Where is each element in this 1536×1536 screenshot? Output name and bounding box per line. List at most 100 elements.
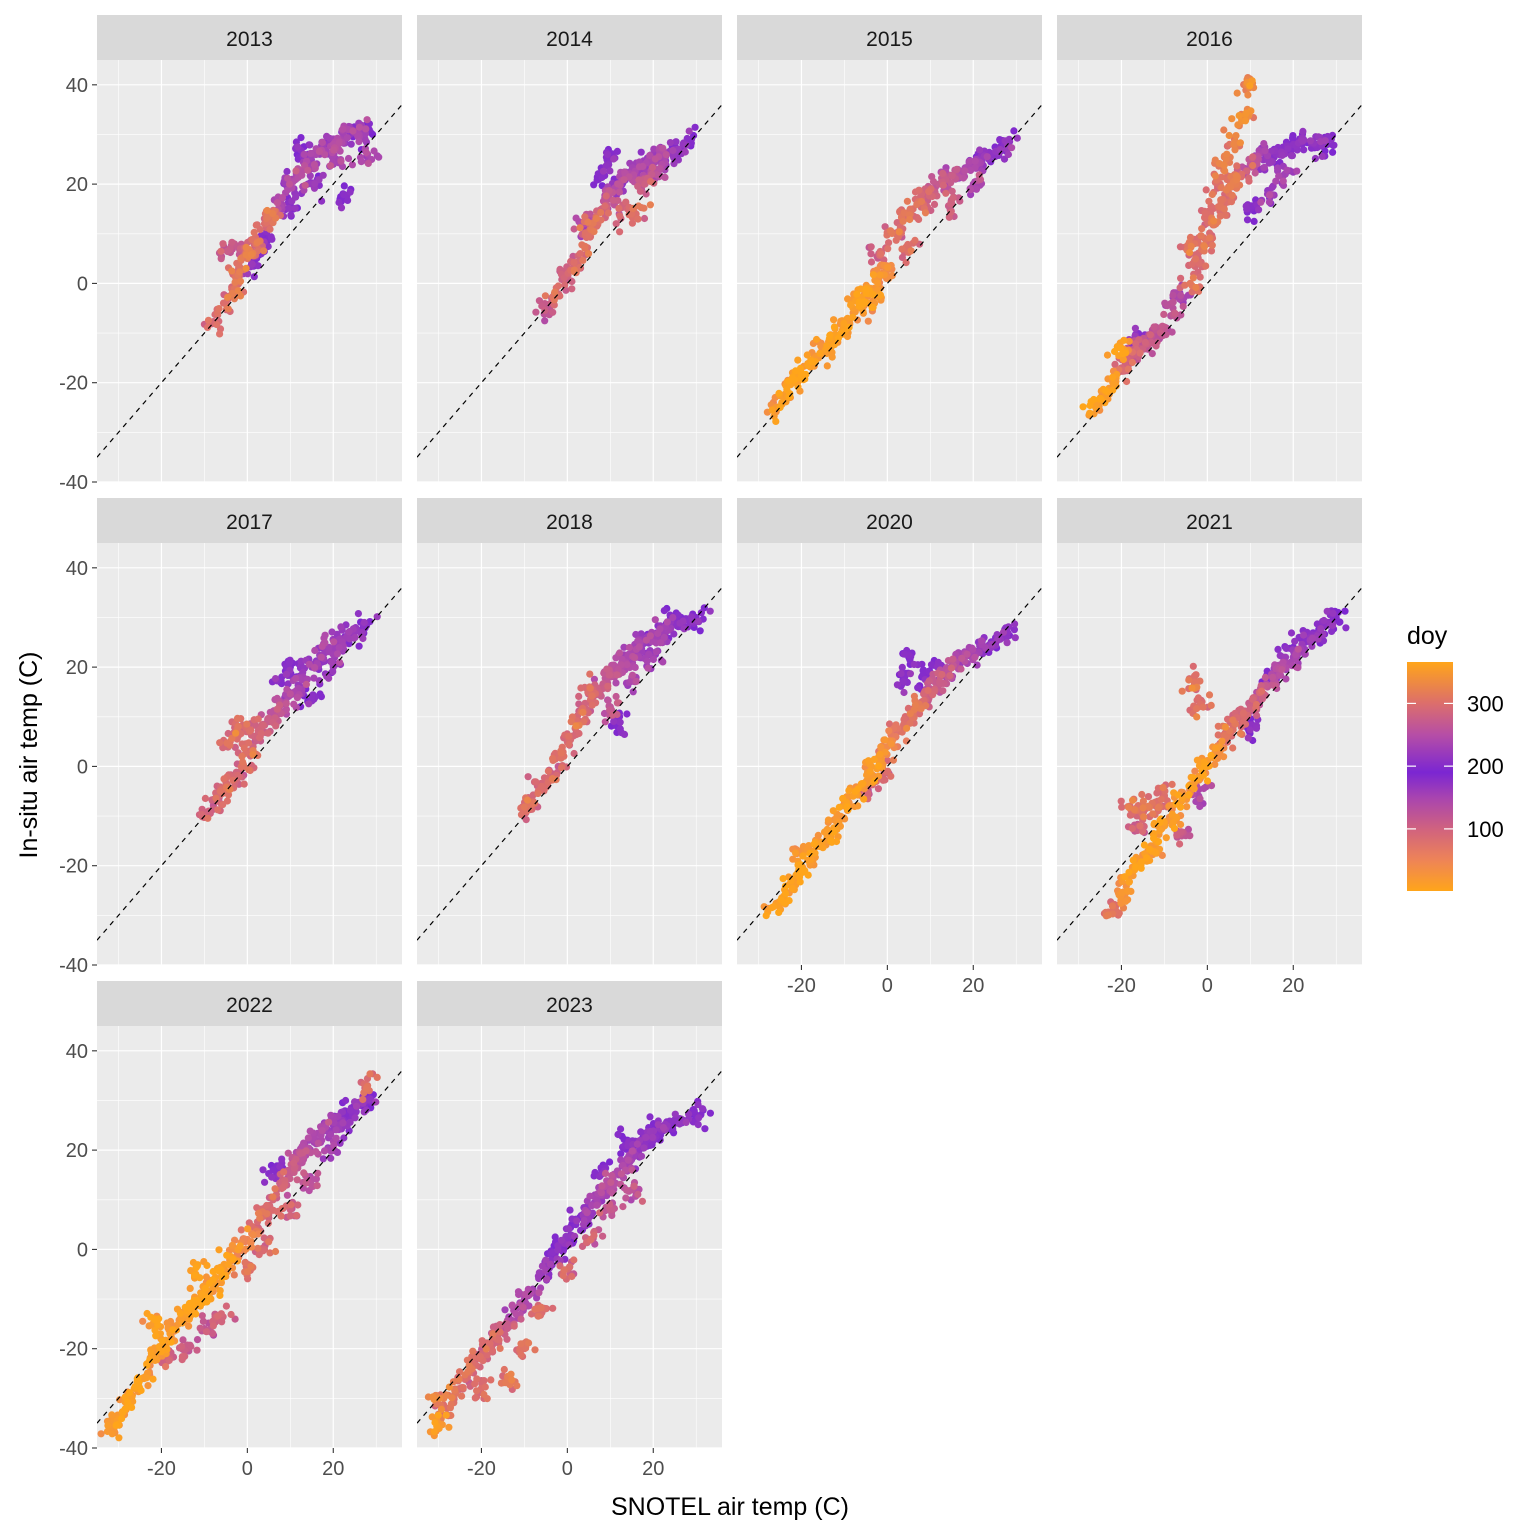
y-tick-label: 40	[66, 1041, 88, 1063]
data-point	[264, 1219, 272, 1227]
data-point	[214, 806, 222, 814]
data-point	[165, 1356, 173, 1365]
data-point	[662, 151, 670, 159]
data-point	[1220, 205, 1228, 213]
data-point	[1158, 851, 1166, 860]
data-point	[227, 1310, 235, 1319]
data-point	[1150, 323, 1158, 331]
data-point	[250, 228, 258, 236]
data-point	[889, 756, 898, 764]
data-point	[1284, 145, 1292, 153]
data-point	[535, 1274, 543, 1283]
data-point	[266, 225, 274, 233]
data-point	[575, 692, 583, 701]
data-point	[360, 618, 368, 627]
data-point	[1117, 797, 1125, 805]
data-point	[1139, 797, 1147, 805]
data-point	[565, 740, 573, 749]
data-point	[115, 1434, 123, 1442]
data-point	[1160, 310, 1168, 318]
data-point	[670, 160, 678, 168]
data-point	[1205, 197, 1213, 205]
data-point	[209, 1322, 217, 1330]
data-point	[903, 724, 911, 732]
y-tick-label: -20	[59, 856, 88, 878]
data-point	[911, 701, 920, 709]
data-point	[1154, 803, 1162, 812]
data-point	[701, 1125, 709, 1133]
y-tick-label: 20	[66, 174, 88, 196]
data-point	[228, 734, 236, 742]
data-point	[1090, 395, 1098, 404]
data-point	[1179, 302, 1187, 310]
data-point	[254, 715, 262, 723]
data-point	[1329, 609, 1337, 617]
facet-strip	[97, 15, 402, 60]
data-point	[1104, 911, 1112, 919]
data-point	[1187, 242, 1195, 250]
data-point	[355, 123, 363, 131]
data-point	[656, 164, 664, 172]
x-tick-label: 20	[962, 975, 984, 997]
data-point	[283, 167, 291, 176]
data-point	[585, 232, 593, 240]
data-point	[570, 225, 578, 233]
data-point	[1172, 813, 1180, 821]
data-point	[1152, 342, 1160, 350]
data-point	[1181, 281, 1189, 289]
data-point	[273, 705, 281, 713]
data-point	[1269, 673, 1277, 682]
data-point	[292, 674, 300, 682]
data-point	[1317, 625, 1325, 633]
data-point	[336, 658, 344, 667]
data-point	[637, 1152, 646, 1160]
data-point	[823, 362, 831, 370]
data-point	[1319, 631, 1327, 639]
data-point	[656, 639, 665, 647]
data-point	[234, 287, 242, 295]
data-point	[280, 1168, 288, 1176]
data-point	[1120, 336, 1128, 344]
data-point	[915, 215, 923, 223]
data-point	[231, 278, 239, 286]
data-point	[245, 739, 253, 747]
data-point	[1245, 177, 1253, 185]
data-point	[1217, 196, 1225, 204]
data-point	[1255, 206, 1263, 214]
data-point	[241, 1259, 249, 1267]
data-point	[694, 1121, 702, 1129]
data-point	[346, 635, 354, 643]
data-point	[788, 884, 796, 893]
data-point	[694, 617, 702, 626]
data-point	[568, 285, 576, 293]
data-point	[642, 1133, 650, 1141]
data-point	[238, 752, 246, 761]
data-point	[623, 710, 631, 718]
data-point	[562, 286, 570, 294]
data-point	[336, 1139, 344, 1147]
data-point	[557, 1236, 566, 1244]
data-point	[271, 675, 280, 683]
data-point	[1139, 827, 1147, 836]
data-point	[1176, 840, 1184, 848]
data-point	[346, 188, 354, 196]
data-point	[646, 1113, 654, 1121]
data-point	[827, 837, 835, 845]
data-point	[676, 1120, 684, 1128]
data-point	[1220, 731, 1229, 739]
data-point	[942, 189, 950, 197]
data-point	[355, 138, 363, 146]
data-point	[670, 630, 678, 638]
data-point	[586, 670, 594, 678]
data-point	[556, 1257, 564, 1265]
data-point	[1143, 854, 1151, 862]
data-point	[874, 762, 883, 770]
data-point	[209, 1267, 217, 1276]
data-point	[893, 681, 902, 689]
data-point	[263, 206, 271, 215]
data-point	[823, 342, 831, 350]
data-point	[271, 1185, 279, 1193]
data-point	[265, 1238, 273, 1246]
data-point	[1096, 394, 1105, 403]
